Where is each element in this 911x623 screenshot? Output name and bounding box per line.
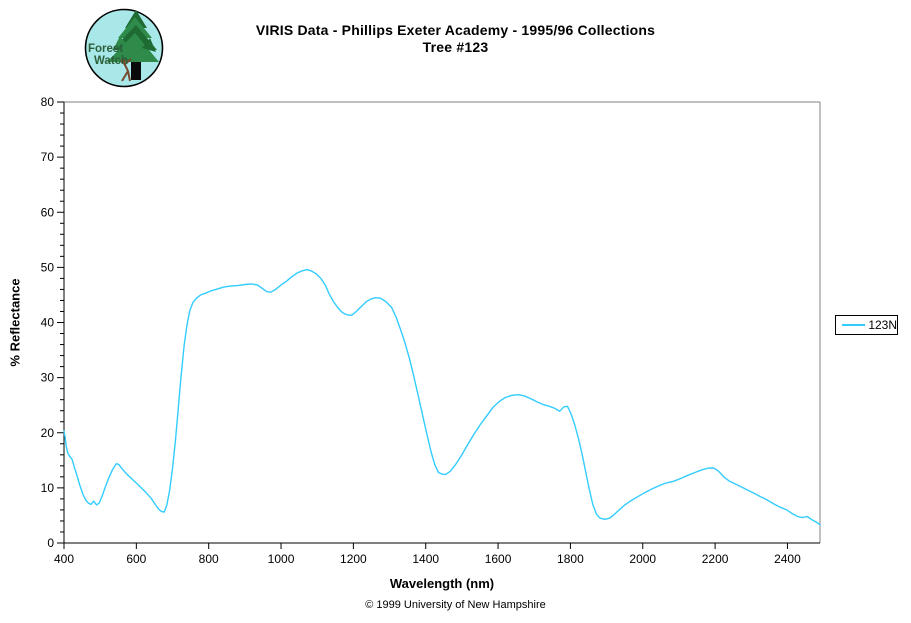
x-axis-title: Wavelength (nm) (389, 576, 495, 591)
forest-watch-logo: Forest Watch (84, 8, 164, 88)
legend-series-label: 123N (868, 318, 897, 332)
x-tick-label: 1400 (412, 552, 439, 566)
x-tick-label: 1800 (557, 552, 584, 566)
climber-icon (120, 58, 132, 82)
x-tick-label: 600 (126, 552, 146, 566)
logo-text-watch: Watch (94, 55, 128, 67)
plot-frame (63, 101, 821, 544)
legend-line-sample (842, 324, 866, 326)
y-tick-label: 20 (41, 426, 55, 440)
x-tick-label: 2000 (629, 552, 656, 566)
x-tick-label: 2200 (702, 552, 729, 566)
x-tick-label: 1200 (340, 552, 367, 566)
copyright-text: © 1999 University of New Hampshire (365, 599, 546, 611)
y-tick-label: 50 (41, 260, 55, 274)
chart-subtitle: Tree #123 (422, 39, 489, 55)
y-tick-label: 30 (41, 371, 55, 385)
y-tick-label: 70 (41, 150, 55, 164)
y-tick-label: 0 (47, 536, 54, 550)
chart-title: VIRIS Data - Phillips Exeter Academy - 1… (255, 22, 656, 38)
y-tick-label: 40 (41, 316, 55, 330)
x-tick-label: 400 (54, 552, 74, 566)
title-block: VIRIS Data - Phillips Exeter Academy - 1… (0, 22, 911, 56)
series-polyline-123N (63, 268, 821, 526)
x-tick-label: 1600 (485, 552, 512, 566)
y-axis: 0 10 20 30 40 50 60 70 80 (41, 95, 64, 550)
y-tick-label: 60 (41, 205, 55, 219)
legend: 123N (835, 315, 898, 335)
y-tick-label: 10 (41, 481, 55, 495)
y-tick-label: 80 (41, 95, 55, 109)
pine-tree-icon (107, 10, 159, 80)
x-axis: 400 600 800 1000 1200 1400 1600 1800 2000 2200 240… (54, 543, 801, 566)
series-line-123N (63, 268, 821, 526)
x-tick-label: 800 (199, 552, 219, 566)
x-tick-label: 1000 (268, 552, 295, 566)
logo-text-forest: Forest (88, 43, 123, 55)
y-axis-title: % Reflectance (7, 278, 23, 367)
x-tick-label: 2400 (774, 552, 801, 566)
